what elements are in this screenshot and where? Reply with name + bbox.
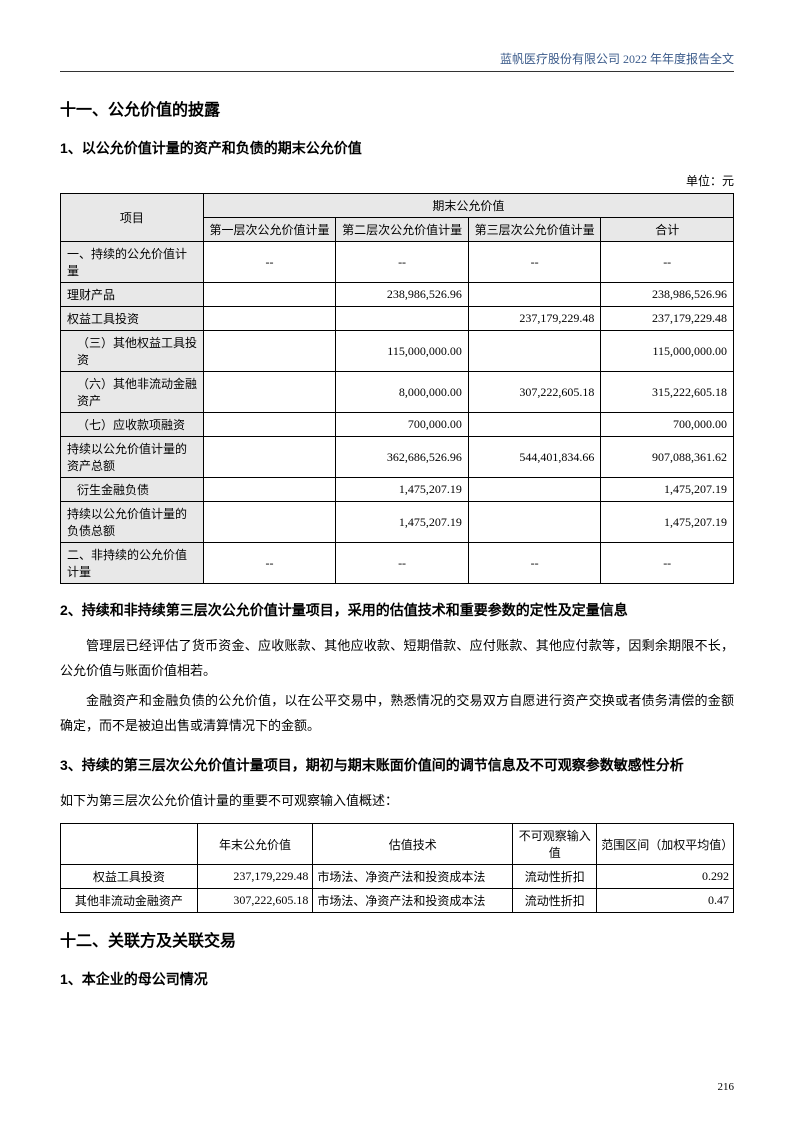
section-12-title: 十二、关联方及关联交易 — [60, 927, 734, 951]
cell-l2: -- — [336, 242, 469, 283]
cell-l3: 307,222,605.18 — [468, 372, 601, 413]
cell-range: 0.292 — [597, 865, 734, 889]
section-11-title: 十一、公允价值的披露 — [60, 96, 734, 120]
cell-l2: 115,000,000.00 — [336, 331, 469, 372]
cell-l2: 700,000.00 — [336, 413, 469, 437]
th-level1: 第一层次公允价值计量 — [203, 218, 336, 242]
cell-total: 237,179,229.48 — [601, 307, 734, 331]
cell-total: 115,000,000.00 — [601, 331, 734, 372]
cell-total: 238,986,526.96 — [601, 283, 734, 307]
cell-l2 — [336, 307, 469, 331]
cell-l1 — [203, 437, 336, 478]
cell-unobs: 流动性折扣 — [513, 889, 597, 913]
level3-inputs-table: 年末公允价值 估值技术 不可观察输入值 范围区间（加权平均值） 权益工具投资23… — [60, 823, 734, 913]
th-unobservable: 不可观察输入值 — [513, 824, 597, 865]
cell-tech: 市场法、净资产法和投资成本法 — [313, 865, 513, 889]
paragraph: 管理层已经评估了货币资金、应收账款、其他应收款、短期借款、应付账款、其他应付款等… — [60, 634, 734, 683]
section-11-2-title: 2、持续和非持续第三层次公允价值计量项目，采用的估值技术和重要参数的定性及定量信… — [60, 600, 734, 620]
section-12-1-title: 1、本企业的母公司情况 — [60, 969, 734, 989]
th-level3: 第三层次公允价值计量 — [468, 218, 601, 242]
cell-l2: 362,686,526.96 — [336, 437, 469, 478]
cell-l1 — [203, 478, 336, 502]
th-range: 范围区间（加权平均值） — [597, 824, 734, 865]
cell-fv: 307,222,605.18 — [197, 889, 313, 913]
cell-l1 — [203, 307, 336, 331]
page-number: 216 — [718, 1081, 735, 1093]
paragraph: 金融资产和金融负债的公允价值，以在公平交易中，熟悉情况的交易双方自愿进行资产交换… — [60, 689, 734, 738]
cell-total: 1,475,207.19 — [601, 478, 734, 502]
row-label: 一、持续的公允价值计量 — [61, 242, 204, 283]
cell-l2: -- — [336, 543, 469, 584]
cell-l3 — [468, 283, 601, 307]
cell-l3 — [468, 331, 601, 372]
th-total: 合计 — [601, 218, 734, 242]
row-label: （三）其他权益工具投资 — [61, 331, 204, 372]
cell-l3: 237,179,229.48 — [468, 307, 601, 331]
row-label: 其他非流动金融资产 — [61, 889, 198, 913]
row-label: （六）其他非流动金融资产 — [61, 372, 204, 413]
th-item: 项目 — [61, 194, 204, 242]
cell-l1 — [203, 372, 336, 413]
cell-total: -- — [601, 543, 734, 584]
cell-l1: -- — [203, 242, 336, 283]
cell-l3 — [468, 478, 601, 502]
cell-l3 — [468, 502, 601, 543]
cell-unobs: 流动性折扣 — [513, 865, 597, 889]
cell-l3: -- — [468, 242, 601, 283]
cell-total: 1,475,207.19 — [601, 502, 734, 543]
th-fair-value: 年末公允价值 — [197, 824, 313, 865]
cell-l1 — [203, 413, 336, 437]
cell-l2: 1,475,207.19 — [336, 502, 469, 543]
row-label: 持续以公允价值计量的负债总额 — [61, 502, 204, 543]
row-label: 二、非持续的公允价值计量 — [61, 543, 204, 584]
th-level2: 第二层次公允价值计量 — [336, 218, 469, 242]
cell-l1 — [203, 283, 336, 307]
th-blank — [61, 824, 198, 865]
cell-l1: -- — [203, 543, 336, 584]
section-11-1-title: 1、以公允价值计量的资产和负债的期末公允价值 — [60, 138, 734, 158]
cell-range: 0.47 — [597, 889, 734, 913]
cell-l3: 544,401,834.66 — [468, 437, 601, 478]
cell-tech: 市场法、净资产法和投资成本法 — [313, 889, 513, 913]
row-label: 理财产品 — [61, 283, 204, 307]
cell-total: 315,222,605.18 — [601, 372, 734, 413]
cell-l2: 238,986,526.96 — [336, 283, 469, 307]
cell-fv: 237,179,229.48 — [197, 865, 313, 889]
cell-l1 — [203, 331, 336, 372]
cell-l3 — [468, 413, 601, 437]
row-label: （七）应收款项融资 — [61, 413, 204, 437]
section-11-3-title: 3、持续的第三层次公允价值计量项目，期初与期末账面价值间的调节信息及不可观察参数… — [60, 755, 734, 775]
row-label: 权益工具投资 — [61, 865, 198, 889]
page-header: 蓝帆医疗股份有限公司 2022 年年度报告全文 — [60, 50, 734, 72]
cell-total: -- — [601, 242, 734, 283]
th-technique: 估值技术 — [313, 824, 513, 865]
paragraph: 如下为第三层次公允价值计量的重要不可观察输入值概述： — [60, 789, 734, 814]
cell-total: 700,000.00 — [601, 413, 734, 437]
unit-label: 单位：元 — [60, 172, 734, 189]
row-label: 衍生金融负债 — [61, 478, 204, 502]
cell-total: 907,088,361.62 — [601, 437, 734, 478]
cell-l1 — [203, 502, 336, 543]
cell-l2: 8,000,000.00 — [336, 372, 469, 413]
row-label: 权益工具投资 — [61, 307, 204, 331]
fair-value-table: 项目 期末公允价值 第一层次公允价值计量 第二层次公允价值计量 第三层次公允价值… — [60, 193, 734, 584]
cell-l3: -- — [468, 543, 601, 584]
row-label: 持续以公允价值计量的资产总额 — [61, 437, 204, 478]
cell-l2: 1,475,207.19 — [336, 478, 469, 502]
th-group: 期末公允价值 — [203, 194, 733, 218]
